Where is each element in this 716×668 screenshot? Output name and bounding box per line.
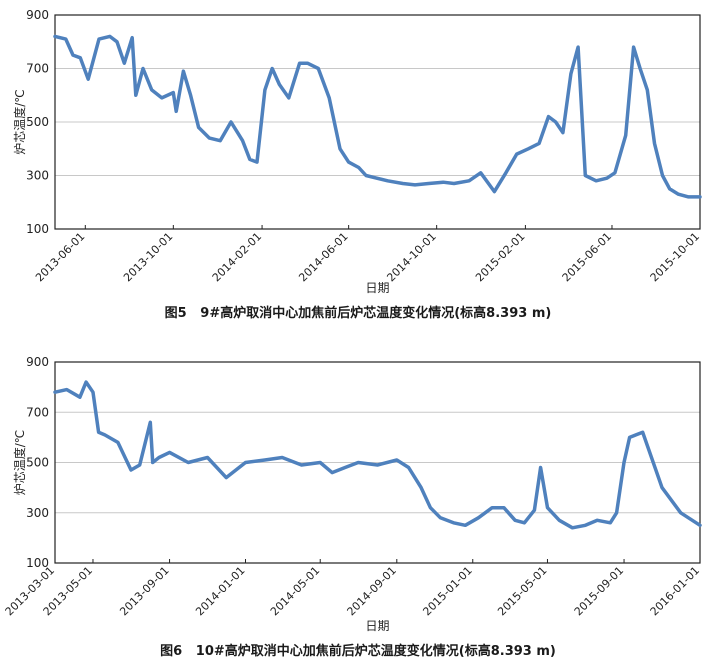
y-tick-label: 500 — [26, 456, 49, 470]
x-tick-label: 2015-05-01 — [495, 564, 549, 618]
x-axis-label: 日期 — [365, 619, 389, 633]
caption-text: 9#高炉取消中心加焦前后炉芯温度变化情况(标高8.393 m) — [200, 306, 552, 321]
figure-6: 100 300 500 700 900 2013-03-01 2013-05-01 2013-… — [0, 340, 716, 668]
y-tick-label: 700 — [26, 62, 49, 76]
y-tick-label: 300 — [26, 506, 49, 520]
figure-caption: 图5 9#高炉取消中心加焦前后炉芯温度变化情况(标高8.393 m) — [0, 302, 716, 321]
series-line — [53, 380, 702, 530]
y-axis-label: 炉芯温度/℃ — [12, 89, 27, 155]
x-tick-label: 2015-10-01 — [648, 230, 702, 284]
y-tick-label: 900 — [26, 355, 49, 369]
caption-prefix: 图6 — [160, 644, 183, 659]
x-tick-label: 2015-01-01 — [420, 564, 474, 618]
y-tick-label: 300 — [26, 169, 49, 183]
plot-frame — [54, 361, 701, 564]
x-tick-label: 2014-02-01 — [210, 230, 264, 284]
y-tick-label: 100 — [26, 556, 49, 570]
x-tick-label: 2013-10-01 — [121, 230, 175, 284]
x-tick-label: 2014-01-01 — [193, 564, 247, 618]
caption-text: 10#高炉取消中心加焦前后炉芯温度变化情况(标高8.393 m) — [195, 644, 556, 659]
x-tick-label: 2014-10-01 — [384, 230, 438, 284]
x-tick-label: 2014-05-01 — [268, 564, 322, 618]
x-tick-label: 2015-02-01 — [473, 230, 527, 284]
y-tick-label: 700 — [26, 405, 49, 419]
x-tick-label: 2013-06-01 — [33, 230, 87, 284]
x-tick-label: 2013-09-01 — [117, 564, 171, 618]
series-line — [53, 34, 702, 199]
x-tick-label: 2015-06-01 — [560, 230, 614, 284]
y-tick-label: 900 — [26, 8, 49, 22]
x-axis-label: 日期 — [365, 281, 389, 295]
plot-frame — [54, 14, 701, 230]
y-axis-label: 炉芯温度/℃ — [12, 430, 27, 496]
x-tick-label: 2016-01-01 — [648, 564, 702, 618]
y-tick-label: 100 — [26, 222, 49, 236]
y-tick-label: 500 — [26, 115, 49, 129]
caption-prefix: 图5 — [164, 306, 187, 321]
figure-caption: 图6 10#高炉取消中心加焦前后炉芯温度变化情况(标高8.393 m) — [0, 640, 716, 659]
chart-9-furnace: 100 300 500 700 900 2013-06-01 2013-10-01 2014-… — [12, 8, 702, 295]
figure-5: 100 300 500 700 900 2013-06-01 2013-10-01 2014-… — [0, 0, 716, 330]
x-tick-label: 2014-06-01 — [296, 230, 350, 284]
x-tick-label: 2014-09-01 — [345, 564, 399, 618]
x-tick-label: 2015-09-01 — [572, 564, 626, 618]
